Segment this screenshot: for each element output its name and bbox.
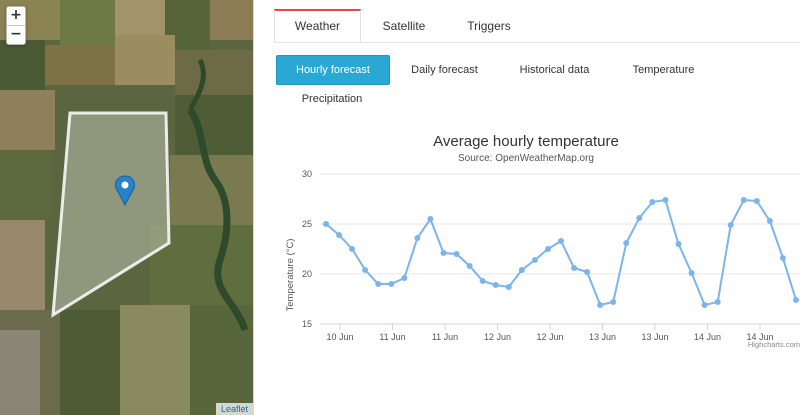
map-attribution[interactable]: Leaflet — [215, 403, 253, 415]
temperature-series-points — [323, 197, 799, 308]
data-point[interactable] — [427, 216, 434, 222]
data-point[interactable] — [401, 275, 408, 281]
tab-weather[interactable]: Weather — [274, 9, 361, 42]
x-tick-label: 10 Jun — [326, 332, 353, 342]
data-point[interactable] — [584, 269, 591, 275]
y-tick-label: 20 — [302, 269, 312, 279]
x-tick-label: 12 Jun — [536, 332, 563, 342]
data-point[interactable] — [740, 197, 747, 203]
data-point[interactable] — [688, 270, 695, 276]
y-tick-label: 25 — [302, 219, 312, 229]
tab-satellite[interactable]: Satellite — [382, 19, 426, 33]
data-point[interactable] — [388, 281, 395, 287]
subtab-hourly-forecast[interactable]: Hourly forecast — [276, 55, 390, 85]
field-polygon — [51, 111, 171, 318]
data-point[interactable] — [362, 267, 369, 273]
data-point[interactable] — [571, 265, 578, 271]
subtab-historical-data[interactable]: Historical data — [519, 64, 590, 76]
data-point[interactable] — [349, 246, 356, 252]
zoom-out-button[interactable]: − — [7, 25, 25, 44]
data-point[interactable] — [518, 267, 525, 273]
data-point[interactable] — [453, 251, 460, 257]
data-point[interactable] — [623, 240, 630, 246]
x-tick-label: 14 Jun — [746, 332, 773, 342]
main-tabs: Weather Satellite Triggers — [274, 9, 800, 43]
subtab-precipitation[interactable]: Precipitation — [301, 93, 363, 105]
data-point[interactable] — [701, 302, 708, 308]
data-point[interactable] — [779, 255, 786, 261]
temperature-series-line — [325, 198, 797, 307]
data-point[interactable] — [466, 263, 473, 269]
data-point[interactable] — [662, 197, 669, 203]
x-tick-label: 13 Jun — [589, 332, 616, 342]
subtab-daily-forecast[interactable]: Daily forecast — [411, 64, 478, 76]
subtab-temperature[interactable]: Temperature — [632, 64, 695, 76]
data-point[interactable] — [375, 281, 382, 287]
temperature-chart: Average hourly temperature Source: OpenW… — [285, 133, 800, 349]
chart-grid — [320, 173, 800, 325]
y-tick-label: 15 — [302, 319, 312, 329]
x-tick-label: 14 Jun — [694, 332, 721, 342]
data-point[interactable] — [336, 232, 343, 238]
data-point[interactable] — [440, 250, 447, 256]
x-tick-label: 11 Jun — [379, 332, 405, 342]
data-point[interactable] — [414, 235, 421, 241]
weather-panel: Weather Satellite Triggers Hourly foreca… — [254, 0, 800, 415]
data-point[interactable] — [544, 246, 551, 252]
data-point[interactable] — [675, 241, 682, 247]
data-point[interactable] — [492, 282, 499, 288]
chart-subtitle: Source: OpenWeatherMap.org — [458, 153, 594, 164]
data-point[interactable] — [505, 284, 512, 290]
zoom-in-button[interactable]: + — [10, 7, 22, 23]
data-point[interactable] — [753, 198, 760, 204]
location-marker-icon — [115, 175, 135, 207]
y-tick-label: 30 — [302, 169, 312, 179]
data-point[interactable] — [649, 199, 656, 205]
satellite-imagery — [0, 0, 253, 415]
data-point[interactable] — [531, 257, 538, 263]
data-point[interactable] — [636, 215, 643, 221]
data-point[interactable] — [727, 222, 734, 228]
x-axis-ticks: 10 Jun 11 Jun 11 Jun 12 Jun 12 Jun 13 Jun 13 J… — [326, 324, 774, 342]
map-view[interactable]: + − Leaflet — [0, 0, 253, 415]
x-tick-label: 12 Jun — [484, 332, 511, 342]
data-point[interactable] — [766, 218, 773, 224]
data-point[interactable] — [793, 297, 799, 303]
tab-triggers[interactable]: Triggers — [467, 19, 511, 33]
chart-title: Average hourly temperature — [433, 133, 619, 150]
data-point[interactable] — [714, 299, 721, 305]
chart-credits[interactable]: Highcharts.com — [748, 340, 800, 349]
divider — [253, 0, 254, 415]
data-point[interactable] — [479, 278, 486, 284]
y-axis-title: Temperature (°C) — [285, 239, 296, 312]
data-point[interactable] — [610, 299, 617, 305]
data-point[interactable] — [558, 238, 564, 244]
y-axis-ticks: 15 20 25 30 — [302, 169, 312, 329]
x-tick-label: 13 Jun — [641, 332, 668, 342]
data-point[interactable] — [323, 221, 329, 227]
x-tick-label: 11 Jun — [432, 332, 458, 342]
zoom-control: + − — [6, 6, 26, 45]
data-point[interactable] — [597, 302, 604, 308]
